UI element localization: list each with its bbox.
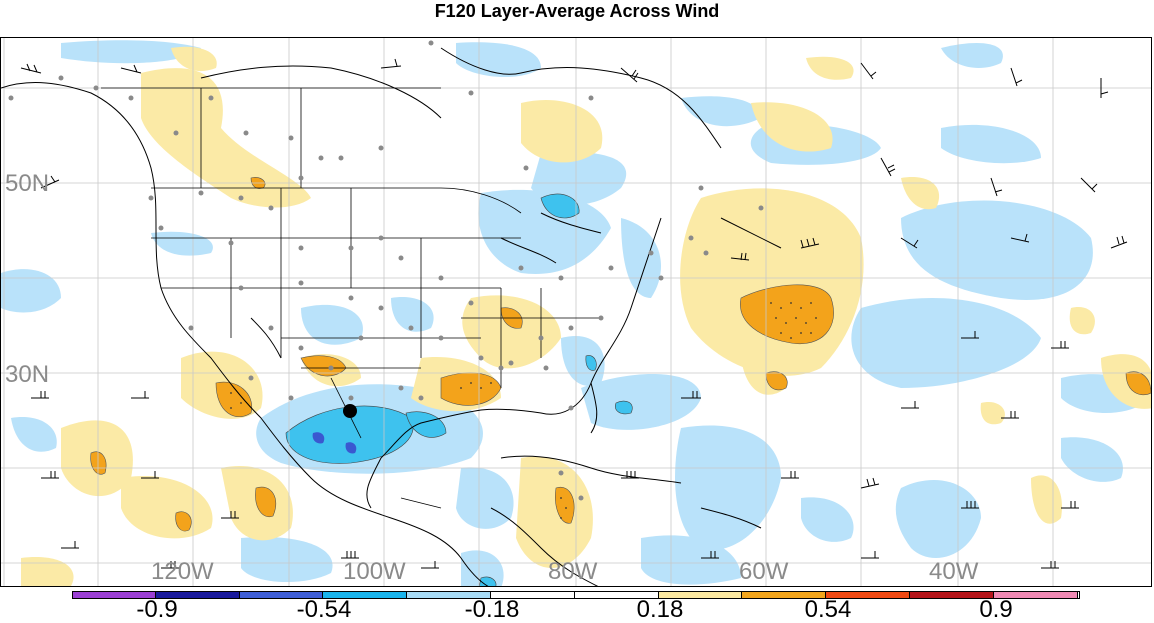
lat-label-50n: 50N [5, 170, 50, 197]
colorbar-tick-label: -0.54 [296, 596, 352, 623]
negative-shading-mid [285, 193, 633, 586]
colorbar-segment [826, 591, 910, 599]
station-dots [8, 40, 764, 501]
colorbar-segment [155, 591, 240, 599]
lon-label-40w: 40W [929, 558, 979, 585]
political-borders [101, 87, 601, 509]
map-svg [1, 38, 1151, 586]
negative-shading-strong [312, 432, 357, 454]
coastlines [1, 47, 782, 586]
colorbar-segment [407, 591, 491, 599]
colorbar-tick-label: -0.18 [464, 596, 520, 623]
colorbar-segment [574, 591, 659, 599]
map-panel: 50N 30N 120W 100W 80W 60W 40W [0, 37, 1152, 587]
storm-center-marker [343, 404, 357, 418]
colorbar-segment [993, 591, 1078, 599]
colorbar-segment [490, 591, 575, 599]
colorbar-segment [742, 591, 827, 599]
colorbar-segment [323, 591, 408, 599]
colorbar-tick-label: 0.9 [979, 596, 1013, 623]
lon-label-80w: 80W [548, 558, 598, 585]
colorbar-tick-label: 0.54 [804, 596, 852, 623]
lon-label-120w: 120W [151, 558, 214, 585]
colorbar-tick-label: 0.18 [636, 596, 684, 623]
significance-stipple [230, 302, 817, 519]
colorbar-segment [72, 591, 156, 599]
positive-shading-strong [90, 177, 1151, 532]
colorbar-tick-label: -0.9 [136, 596, 178, 623]
colorbar-segment [239, 591, 324, 599]
lon-label-100w: 100W [343, 558, 406, 585]
map-title: F120 Layer-Average Across Wind [434, 1, 720, 21]
wind-barbs [20, 58, 1128, 569]
colorbar-segment [658, 591, 743, 599]
lon-label-60w: 60W [739, 558, 789, 585]
lat-label-30n: 30N [5, 361, 50, 388]
colorbar [72, 591, 1078, 599]
colorbar-segment [909, 591, 994, 599]
